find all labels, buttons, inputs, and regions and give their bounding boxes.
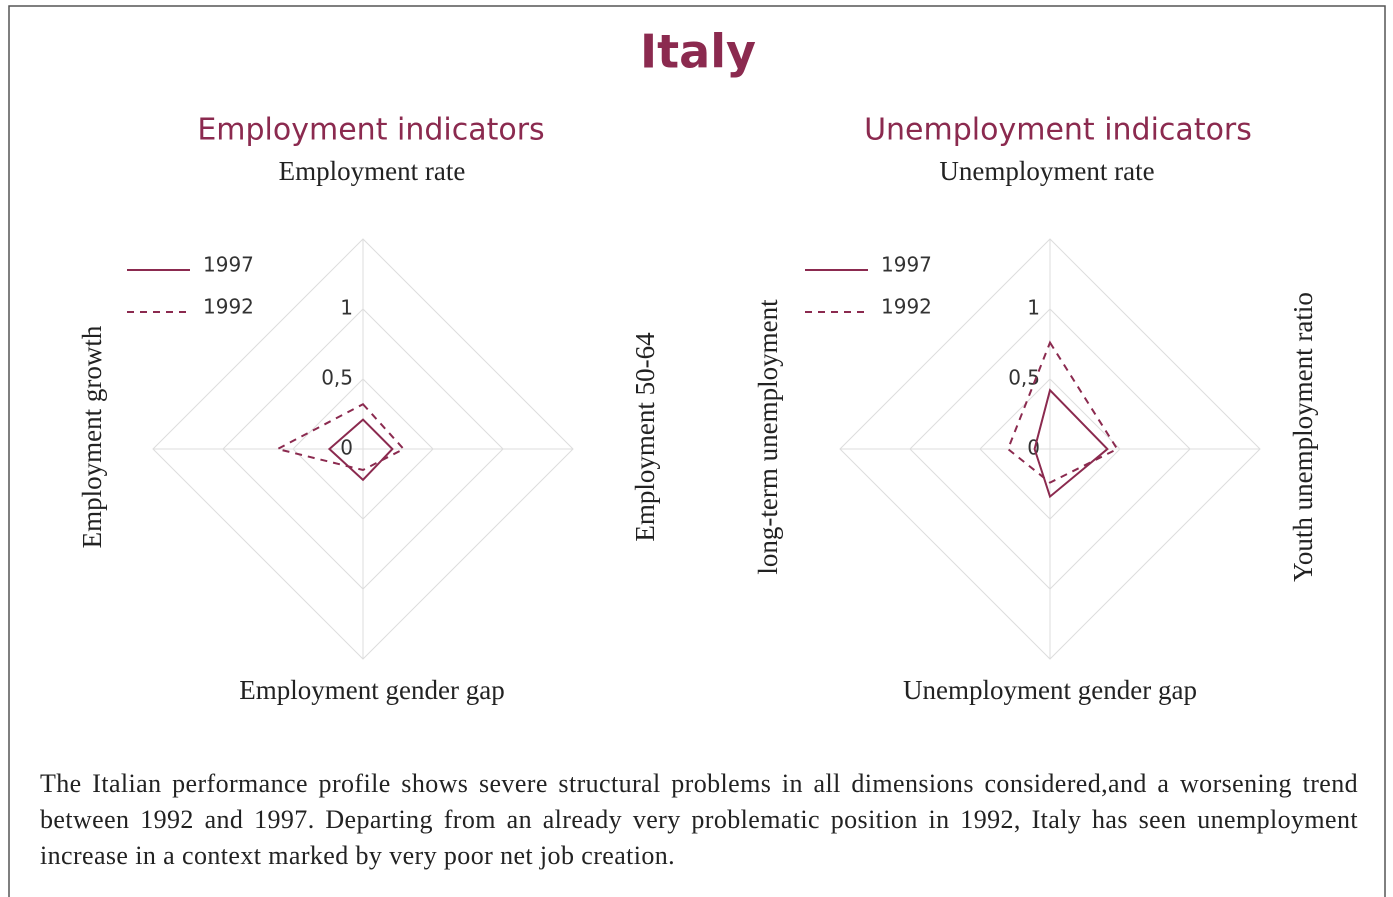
radar-series [1006,340,1119,484]
chart-title: Employment indicators [197,113,544,148]
axis-label: Employment 50-64 [630,332,660,542]
frame [8,5,1386,897]
radar-series [1033,388,1109,499]
legend-label: 1997 [881,253,932,277]
caption: The Italian performance profile shows se… [40,769,1358,870]
axis-label: Youth unemployment ratio [1288,292,1318,582]
axis-label: Employment growth [77,325,107,548]
r-tick-label: 0,5 [321,366,353,390]
page-title: Italy [640,25,756,79]
legend-label: 1992 [881,295,932,319]
legend-label: 1997 [203,253,254,277]
axis-label: long-term unemployment [753,299,783,575]
axis-label: Unemployment gender gap [903,675,1197,705]
axis-label: Employment rate [279,156,466,186]
axis-label: Unemployment rate [939,156,1154,186]
radar-series [274,402,406,472]
radar-series [327,418,394,482]
r-tick-label: 0 [340,436,353,460]
r-tick-label: 1 [340,296,353,320]
r-tick-label: 0,5 [1008,366,1040,390]
chart-title: Unemployment indicators [864,113,1252,148]
axis-label: Employment gender gap [239,675,504,705]
r-tick-label: 1 [1027,296,1040,320]
legend-label: 1992 [203,295,254,319]
